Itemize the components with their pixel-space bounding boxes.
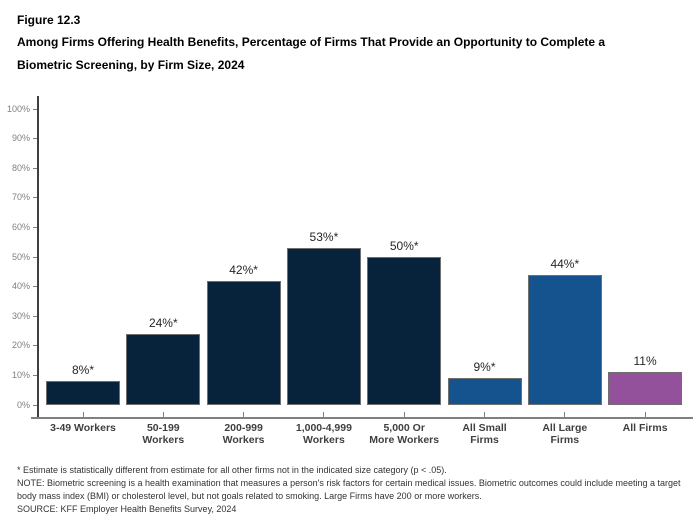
bar-5-000-or-more-workers <box>367 257 442 405</box>
footnote-source: SOURCE: KFF Employer Health Benefits Sur… <box>17 504 237 514</box>
y-axis-tick <box>33 315 37 317</box>
y-axis-tick-label: 0% <box>16 399 30 410</box>
y-axis-tick-label: 20% <box>11 340 30 351</box>
bar-200-999-workers <box>206 281 281 405</box>
footnote-note: NOTE: Biometric screening is a health ex… <box>17 478 681 501</box>
x-axis-tick <box>162 412 164 417</box>
value-label-all-small-firms: 9%* <box>473 360 496 374</box>
y-axis-tick-label: 70% <box>11 192 30 203</box>
value-label-1-000-4-999-workers: 53%* <box>309 230 339 244</box>
footnote-asterisk: * Estimate is statistically different fr… <box>17 465 447 475</box>
value-label-5-000-or-more-workers: 50%* <box>389 239 419 253</box>
chart-footer: * Estimate is statistically different fr… <box>17 464 687 516</box>
x-axis-label-50-199-workers: 50-199 Workers <box>142 422 185 446</box>
y-axis-tick <box>33 404 37 406</box>
x-axis-tick <box>564 412 566 417</box>
value-label-3-49-workers: 8%* <box>71 363 94 377</box>
x-axis-tick <box>644 412 646 417</box>
bar-50-199-workers <box>126 334 201 405</box>
y-axis-tick-label: 10% <box>11 369 30 380</box>
bar-all-small-firms <box>447 378 522 405</box>
x-axis-line <box>31 417 693 419</box>
y-axis-tick-label: 60% <box>11 221 30 232</box>
x-axis-label-200-999-workers: 200-999 Workers <box>222 422 265 446</box>
x-axis-tick <box>243 412 245 417</box>
y-axis-tick-label: 30% <box>11 310 30 321</box>
bar-all-large-firms <box>527 275 602 405</box>
y-axis-tick <box>33 108 37 110</box>
y-axis-tick <box>33 197 37 199</box>
chart-title: Among Firms Offering Health Benefits, Pe… <box>17 35 606 72</box>
y-axis-tick-label: 90% <box>11 133 30 144</box>
y-axis-tick <box>33 256 37 258</box>
bar-all-firms <box>608 372 683 405</box>
y-axis-tick <box>33 138 37 140</box>
x-axis-label-3-49-workers: 3-49 Workers <box>50 422 116 434</box>
x-axis-label-all-firms: All Firms <box>622 422 668 434</box>
bar-1-000-4-999-workers <box>286 248 361 405</box>
y-axis-tick <box>33 286 37 288</box>
x-axis-label-all-small-firms: All Small Firms <box>462 422 507 446</box>
y-axis-tick-label: 40% <box>11 281 30 292</box>
x-axis-tick <box>323 412 325 417</box>
value-label-all-firms: 11% <box>633 354 657 368</box>
y-axis-tick <box>33 374 37 376</box>
x-axis-label-5-000-or-more-workers: 5,000 Or More Workers <box>369 422 440 446</box>
y-axis-tick <box>33 226 37 228</box>
value-label-50-199-workers: 24%* <box>148 316 178 330</box>
y-axis-tick-label: 50% <box>11 251 30 262</box>
x-axis-tick <box>82 412 84 417</box>
value-label-all-large-firms: 44%* <box>550 257 580 271</box>
figure-number: Figure 12.3 <box>17 13 81 27</box>
y-axis-tick-label: 80% <box>11 162 30 173</box>
y-axis-tick <box>33 167 37 169</box>
bar-chart: 0% 10% 20% 30% 40% 50% 60% 70% 80% 90% 100% 8%* 3-49… <box>0 92 698 452</box>
bar-3-49-workers <box>46 381 120 405</box>
y-axis-tick <box>33 345 37 347</box>
y-axis-tick-label: 100% <box>6 103 30 114</box>
x-axis-tick <box>403 412 405 417</box>
chart-header: Figure 12.3 Among Firms Offering Health … <box>17 9 677 77</box>
y-axis-line <box>37 96 39 419</box>
x-axis-tick <box>484 412 485 417</box>
x-axis-label-all-large-firms: All Large Firms <box>542 422 588 446</box>
value-label-200-999-workers: 42%* <box>229 263 258 277</box>
x-axis-label-1-000-4-999-workers: 1,000-4,999 Workers <box>295 422 352 446</box>
